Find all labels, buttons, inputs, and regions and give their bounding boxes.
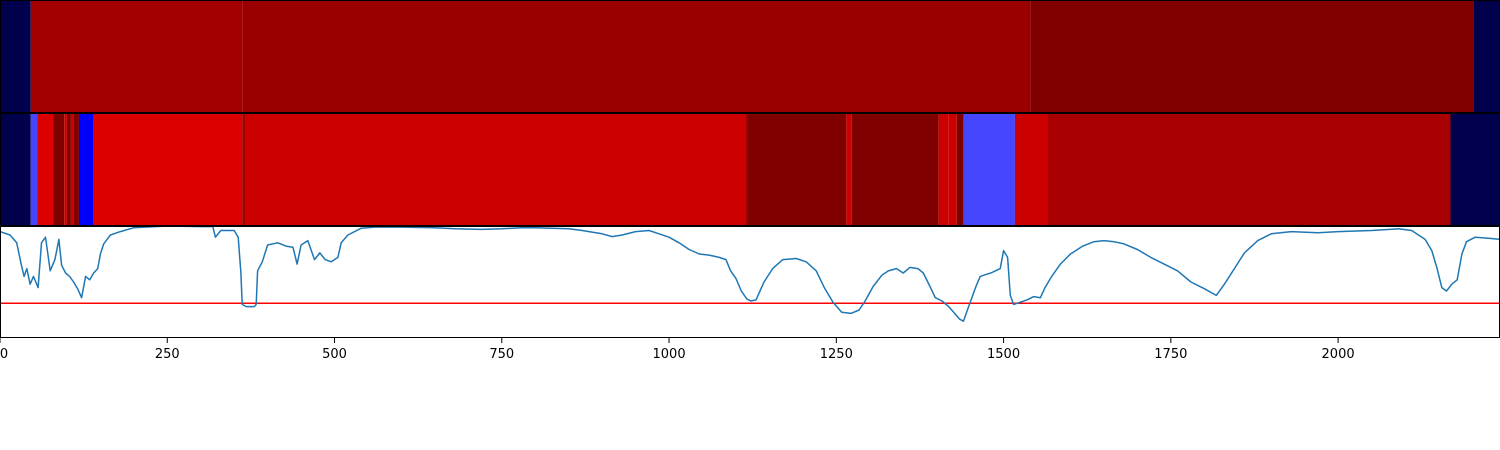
x-tick-label-2000: 2000: [1322, 347, 1355, 362]
x-axis: 0 250 500 750 1000 1250 1500 1750 2000: [0, 338, 1355, 362]
strip-2-segment-16: [938, 113, 949, 226]
x-tick-label-500: 500: [322, 347, 347, 362]
strip-2-segment-10: [242, 113, 246, 226]
strip-2-segment-15: [851, 113, 939, 226]
strip-2-segment-13: [747, 113, 847, 226]
strip-2-segment-2: [37, 113, 54, 226]
strip-2-segment-17: [948, 113, 957, 226]
x-tick-label-750: 750: [489, 347, 514, 362]
strip-2-segment-19: [963, 113, 1015, 226]
x-tick-label-0: 0: [0, 347, 8, 362]
strip-2-segment-21: [1047, 113, 1451, 226]
strip-1-segment-1: [30, 0, 243, 113]
strip-2-segment-20: [1014, 113, 1048, 226]
heatmap-strip-1: [0, 0, 1500, 113]
strip-2-segment-8: [78, 113, 93, 226]
strip-2-segment-7: [73, 113, 79, 226]
series-line: [0, 225, 1500, 322]
strip-1-segment-2: [242, 0, 1031, 113]
line-plot-background: [0, 226, 1500, 338]
strip-2-segment-6: [70, 113, 74, 226]
strip-2-segment-4: [64, 113, 67, 226]
strip-2-segment-12: [745, 113, 748, 226]
x-tick-label-1250: 1250: [820, 347, 853, 362]
strip-1-segment-3: [1030, 0, 1474, 113]
x-tick-label-250: 250: [155, 347, 180, 362]
strip-2-segment-5: [66, 113, 71, 226]
strip-2-segment-11: [245, 113, 746, 226]
strip-2-segment-14: [846, 113, 852, 226]
strip-2-segment-0: [0, 113, 31, 226]
strip-2-segment-1: [30, 113, 38, 226]
strip-1-segment-0: [0, 0, 31, 113]
line-plot-panel: [0, 225, 1500, 338]
strip-2-segment-18: [956, 113, 964, 226]
heatmap-strip-2: [0, 113, 1500, 226]
x-tick-label-1000: 1000: [653, 347, 686, 362]
strip-2-segment-9: [93, 113, 243, 226]
x-tick-label-1500: 1500: [987, 347, 1020, 362]
x-tick-label-1750: 1750: [1154, 347, 1187, 362]
strip-2-segment-22: [1450, 113, 1500, 226]
strip-2-segment-3: [53, 113, 65, 226]
strip-1-segment-4: [1473, 0, 1500, 113]
